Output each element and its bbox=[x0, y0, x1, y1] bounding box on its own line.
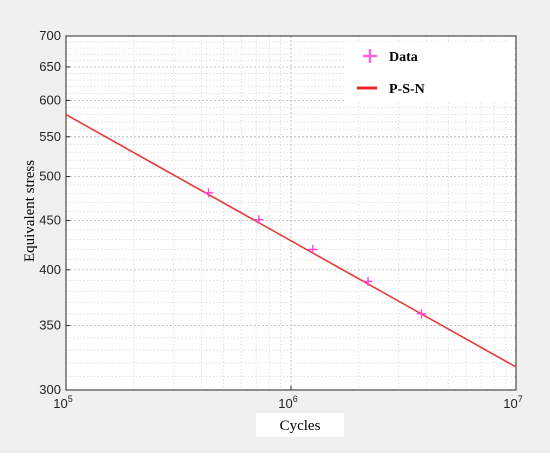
x-tick-label: 106 bbox=[278, 394, 297, 411]
x-axis-title: Cycles bbox=[256, 413, 344, 437]
x-tick-label: 105 bbox=[53, 394, 72, 411]
y-tick-label: 300 bbox=[39, 382, 61, 397]
y-axis-label: Equivalent stress bbox=[22, 160, 38, 262]
y-tick-labels: 300 350 400 450 500 550 600 650 700 bbox=[39, 28, 70, 397]
data-point-marker bbox=[308, 244, 318, 254]
series-layer bbox=[65, 113, 517, 368]
y-tick-label: 550 bbox=[39, 129, 61, 144]
y-tick-label: 400 bbox=[39, 262, 61, 277]
legend: Data P-S-N bbox=[346, 42, 514, 102]
legend-label-psn: P-S-N bbox=[389, 82, 425, 97]
y-tick-label: 700 bbox=[39, 28, 61, 43]
y-tick-label: 350 bbox=[39, 318, 61, 333]
legend-label-data: Data bbox=[389, 50, 418, 65]
x-tick-label: 107 bbox=[503, 394, 522, 411]
legend-box bbox=[346, 42, 514, 102]
legend-marker-data bbox=[363, 49, 377, 63]
data-point-marker bbox=[363, 276, 373, 286]
psn-line bbox=[65, 113, 517, 368]
y-tick-label: 500 bbox=[39, 169, 61, 184]
y-tick-label: 650 bbox=[39, 59, 61, 74]
data-point-marker bbox=[416, 309, 426, 319]
x-axis-label: Cycles bbox=[280, 418, 321, 434]
y-tick-label: 600 bbox=[39, 92, 61, 107]
data-point-marker bbox=[254, 215, 264, 225]
data-point-marker bbox=[204, 188, 214, 198]
y-tick-label: 450 bbox=[39, 213, 61, 228]
